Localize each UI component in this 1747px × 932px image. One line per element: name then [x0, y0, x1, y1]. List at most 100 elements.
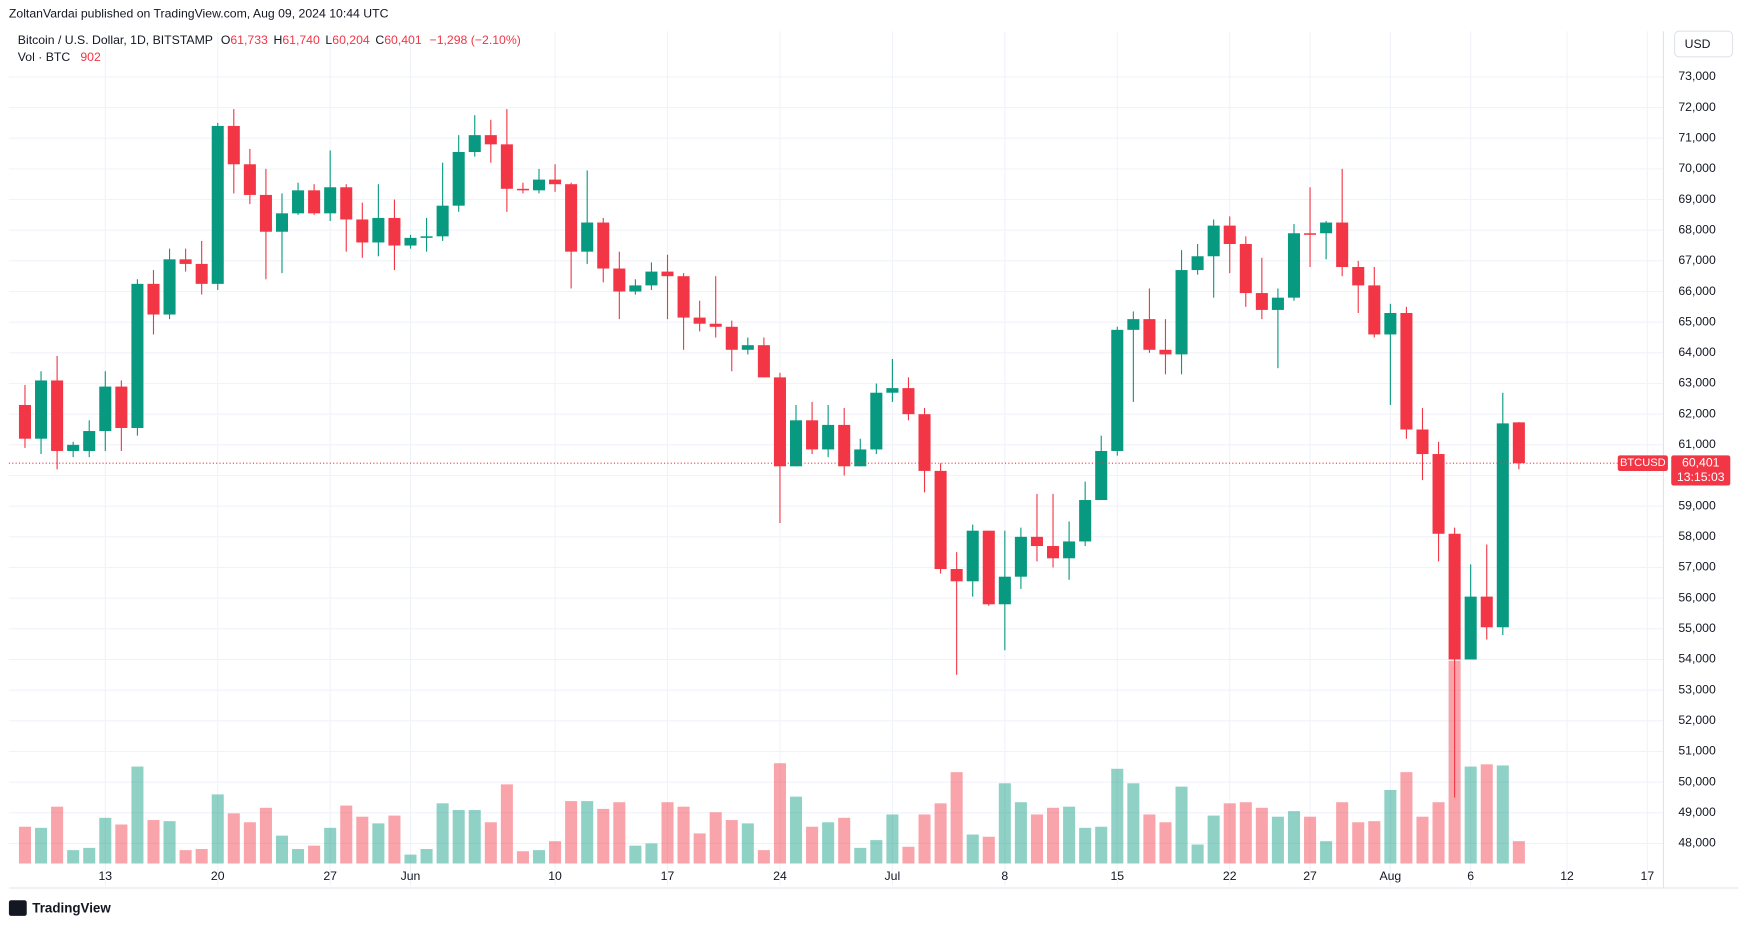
candle-body [934, 470, 947, 570]
candle-body [420, 236, 433, 238]
candle-body [581, 222, 594, 252]
y-tick-label: 56,000 [1678, 590, 1716, 604]
volume-bar [99, 817, 112, 864]
volume-bar [757, 850, 770, 864]
volume-bar [1095, 826, 1108, 864]
volume-bar [661, 802, 674, 864]
volume-label: Vol · BTC [18, 50, 71, 64]
candle-body [789, 420, 803, 467]
volume-bar [854, 847, 867, 864]
candle-body [870, 392, 883, 450]
price-tag: 60,401 [1682, 455, 1720, 469]
volume-bar [1480, 764, 1493, 864]
volume-bar [902, 846, 915, 864]
candle-body [1448, 533, 1461, 660]
volume-bar [275, 835, 289, 864]
candle-body [1175, 270, 1188, 355]
y-tick-label: 58,000 [1678, 529, 1716, 543]
candle-body [388, 217, 401, 246]
ohlc-key: L [325, 33, 332, 47]
x-tick-label: 27 [323, 869, 337, 883]
x-tick-label: 8 [1001, 869, 1008, 883]
candle-body [1095, 450, 1108, 501]
candle-body [549, 179, 562, 185]
x-tick-label: Aug [1379, 869, 1401, 883]
candle-body [950, 569, 963, 582]
volume-legend: Vol · BTC 902 [18, 50, 101, 64]
x-tick-label: 20 [211, 869, 225, 883]
candle-body [259, 194, 272, 232]
candle-body [1030, 536, 1043, 547]
volume-bar [500, 784, 513, 864]
volume-bar [51, 806, 64, 864]
x-tick-label: 22 [1223, 869, 1237, 883]
volume-bar [1336, 802, 1349, 864]
volume-bar [516, 851, 529, 864]
candle-body [1159, 349, 1172, 355]
y-tick-label: 72,000 [1678, 100, 1716, 114]
candle-body [918, 414, 931, 471]
y-tick-label: 54,000 [1678, 652, 1716, 666]
volume-bar [67, 850, 80, 864]
candle-body [35, 380, 48, 439]
volume-bar [1304, 816, 1317, 864]
candle-body [243, 164, 256, 195]
volume-bar [1384, 789, 1397, 864]
ohlc-value: 60,401 [384, 33, 422, 47]
candle-body [1239, 243, 1252, 294]
volume-bar [1496, 765, 1509, 864]
candle-body [773, 377, 786, 467]
candle-body [822, 424, 835, 450]
candle-body [179, 259, 192, 264]
candle-body [645, 271, 658, 286]
y-tick-label: 55,000 [1678, 621, 1716, 635]
candle-body [18, 404, 32, 439]
volume-bar [1030, 814, 1043, 864]
candle-body [757, 345, 770, 378]
candle-body [468, 135, 481, 153]
volume-bar [934, 803, 947, 864]
y-tick-label: 51,000 [1678, 744, 1716, 758]
candle-body [51, 380, 64, 451]
x-tick-label: 6 [1467, 869, 1474, 883]
currency[interactable]: USD [1685, 37, 1711, 51]
candle-body [83, 431, 96, 451]
volume-bar [179, 850, 192, 864]
volume-bar [83, 847, 96, 864]
y-tick-label: 48,000 [1678, 836, 1716, 850]
volume-bar [1400, 772, 1413, 864]
candle-body [1432, 454, 1445, 534]
volume-bar [918, 814, 931, 864]
volume-bar [1464, 766, 1477, 864]
volume-bar [147, 820, 160, 864]
candle-body [1512, 422, 1525, 464]
x-tick-label: 24 [773, 869, 787, 883]
volume-bar [259, 807, 272, 864]
volume-bar [1320, 841, 1333, 864]
y-tick-label: 69,000 [1678, 192, 1716, 206]
volume-bar [838, 817, 851, 864]
volume-bar [1207, 815, 1220, 864]
candle-body [147, 283, 160, 315]
y-tick-label: 64,000 [1678, 345, 1716, 359]
volume-bar [677, 806, 690, 864]
y-tick-label: 68,000 [1678, 222, 1716, 236]
volume-bar [966, 834, 979, 864]
candle-body [597, 222, 610, 269]
candle-body [725, 326, 738, 350]
candle-body [1416, 429, 1429, 455]
candle-body [1014, 536, 1027, 577]
x-tick-label: 13 [98, 869, 112, 883]
y-tick-label: 49,000 [1678, 805, 1716, 819]
x-tick-label: 17 [661, 869, 675, 883]
candle-body [115, 386, 128, 428]
currency-button[interactable] [1674, 30, 1734, 58]
volume-bar [484, 822, 497, 864]
volume-bar [131, 766, 144, 864]
volume-bar [1255, 807, 1268, 864]
candle-body [1287, 233, 1301, 298]
candle-body [195, 263, 208, 284]
volume-bar [709, 812, 722, 864]
grid [8, 31, 1664, 886]
